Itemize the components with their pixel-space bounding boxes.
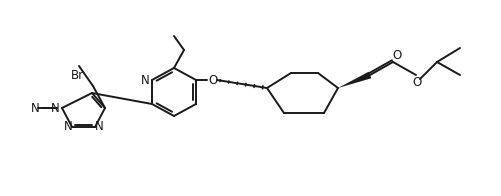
Text: N: N (31, 102, 40, 114)
Text: N: N (64, 120, 72, 132)
Text: Br: Br (71, 68, 84, 82)
Text: O: O (208, 74, 217, 86)
Text: N: N (141, 74, 149, 86)
Text: O: O (392, 48, 402, 62)
Polygon shape (338, 72, 371, 88)
Text: O: O (412, 75, 422, 89)
Text: N: N (95, 120, 103, 132)
Text: N: N (51, 102, 60, 114)
